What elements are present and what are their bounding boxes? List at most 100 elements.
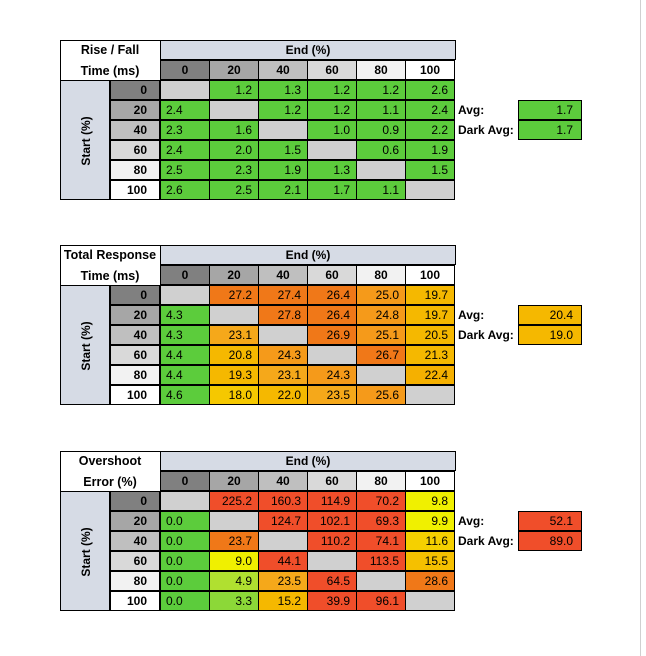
start-percent-box: Start (%) <box>60 80 110 200</box>
right-border-line <box>640 0 641 656</box>
diagonal-cell <box>307 345 357 365</box>
avg-value: 1.7 <box>518 100 582 120</box>
data-cell: 1.1 <box>356 180 406 200</box>
end-percent-header: End (%) <box>160 245 456 265</box>
diagonal-cell <box>258 531 308 551</box>
column-header: 60 <box>307 471 357 491</box>
table-title-line2: Error (%) <box>83 475 137 489</box>
data-cell: 1.5 <box>258 140 308 160</box>
data-cell: 1.2 <box>307 80 357 100</box>
avg-label: Avg: <box>458 308 485 322</box>
data-cell: 19.7 <box>405 285 455 305</box>
data-cell: 1.7 <box>307 180 357 200</box>
data-cell: 4.9 <box>209 571 259 591</box>
column-header: 40 <box>258 60 308 80</box>
avg-label: Avg: <box>458 103 485 117</box>
data-cell: 2.6 <box>160 180 210 200</box>
diagonal-cell <box>405 180 455 200</box>
column-header: 40 <box>258 471 308 491</box>
data-cell: 19.3 <box>209 365 259 385</box>
column-header: 20 <box>209 60 259 80</box>
column-header: 60 <box>307 265 357 285</box>
diagonal-cell <box>356 160 406 180</box>
data-cell: 0.0 <box>160 591 210 611</box>
dark-avg-value: 19.0 <box>518 325 582 345</box>
data-cell: 23.5 <box>307 385 357 405</box>
data-cell: 11.6 <box>405 531 455 551</box>
data-cell: 9.0 <box>209 551 259 571</box>
start-percent-label: Start (%) <box>79 116 93 166</box>
start-percent-box: Start (%) <box>60 491 110 611</box>
column-header: 100 <box>405 471 455 491</box>
diagonal-cell <box>356 571 406 591</box>
data-cell: 9.8 <box>405 491 455 511</box>
column-header: 20 <box>209 471 259 491</box>
diagonal-cell <box>405 385 455 405</box>
data-cell: 3.3 <box>209 591 259 611</box>
data-cell: 2.4 <box>160 100 210 120</box>
data-cell: 2.2 <box>405 120 455 140</box>
data-cell: 1.3 <box>307 160 357 180</box>
data-cell: 2.1 <box>258 180 308 200</box>
data-cell: 2.4 <box>160 140 210 160</box>
column-header: 60 <box>307 60 357 80</box>
data-cell: 23.5 <box>258 571 308 591</box>
row-header: 40 <box>110 120 160 140</box>
data-cell: 114.9 <box>307 491 357 511</box>
dark-avg-value: 89.0 <box>518 531 582 551</box>
row-header: 80 <box>110 571 160 591</box>
avg-label: Avg: <box>458 514 485 528</box>
data-cell: 0.0 <box>160 511 210 531</box>
data-cell: 26.9 <box>307 325 357 345</box>
row-header: 40 <box>110 325 160 345</box>
row-header: 100 <box>110 180 160 200</box>
data-cell: 74.1 <box>356 531 406 551</box>
data-cell: 69.3 <box>356 511 406 531</box>
data-cell: 70.2 <box>356 491 406 511</box>
table-title-line1: Overshoot <box>78 454 142 468</box>
row-header: 60 <box>110 345 160 365</box>
row-header: 100 <box>110 385 160 405</box>
row-header: 0 <box>110 491 160 511</box>
data-cell: 2.6 <box>405 80 455 100</box>
diagonal-cell <box>356 365 406 385</box>
table-title-line1: Rise / Fall <box>80 43 140 57</box>
data-cell: 44.1 <box>258 551 308 571</box>
column-header: 100 <box>405 265 455 285</box>
dark-avg-label: Dark Avg: <box>458 123 514 137</box>
overshoot-table: Overshoot Error (%) End (%) 0 20 40 60 80 100 Sta… <box>60 451 586 615</box>
row-header: 80 <box>110 365 160 385</box>
data-cell: 15.5 <box>405 551 455 571</box>
diagonal-cell <box>307 140 357 160</box>
data-cell: 1.5 <box>405 160 455 180</box>
row-header: 0 <box>110 80 160 100</box>
diagonal-cell <box>209 511 259 531</box>
data-cell: 0.6 <box>356 140 406 160</box>
table-title-box <box>60 245 161 286</box>
row-header: 40 <box>110 531 160 551</box>
column-header: 100 <box>405 60 455 80</box>
data-cell: 22.4 <box>405 365 455 385</box>
avg-value: 20.4 <box>518 305 582 325</box>
data-cell: 24.3 <box>258 345 308 365</box>
data-cell: 4.3 <box>160 305 210 325</box>
diagonal-cell <box>258 325 308 345</box>
diagonal-cell <box>160 491 210 511</box>
row-header: 100 <box>110 591 160 611</box>
dark-avg-label: Dark Avg: <box>458 534 514 548</box>
table-title-line1: Total Response <box>63 248 157 262</box>
column-header: 80 <box>356 265 406 285</box>
dark-avg-label: Dark Avg: <box>458 328 514 342</box>
data-cell: 4.6 <box>160 385 210 405</box>
data-cell: 113.5 <box>356 551 406 571</box>
data-cell: 2.5 <box>209 180 259 200</box>
data-cell: 9.9 <box>405 511 455 531</box>
data-cell: 96.1 <box>356 591 406 611</box>
data-cell: 20.8 <box>209 345 259 365</box>
data-cell: 25.0 <box>356 285 406 305</box>
column-header: 0 <box>160 60 210 80</box>
end-percent-header: End (%) <box>160 451 456 471</box>
data-cell: 23.7 <box>209 531 259 551</box>
row-header: 60 <box>110 140 160 160</box>
data-cell: 27.4 <box>258 285 308 305</box>
